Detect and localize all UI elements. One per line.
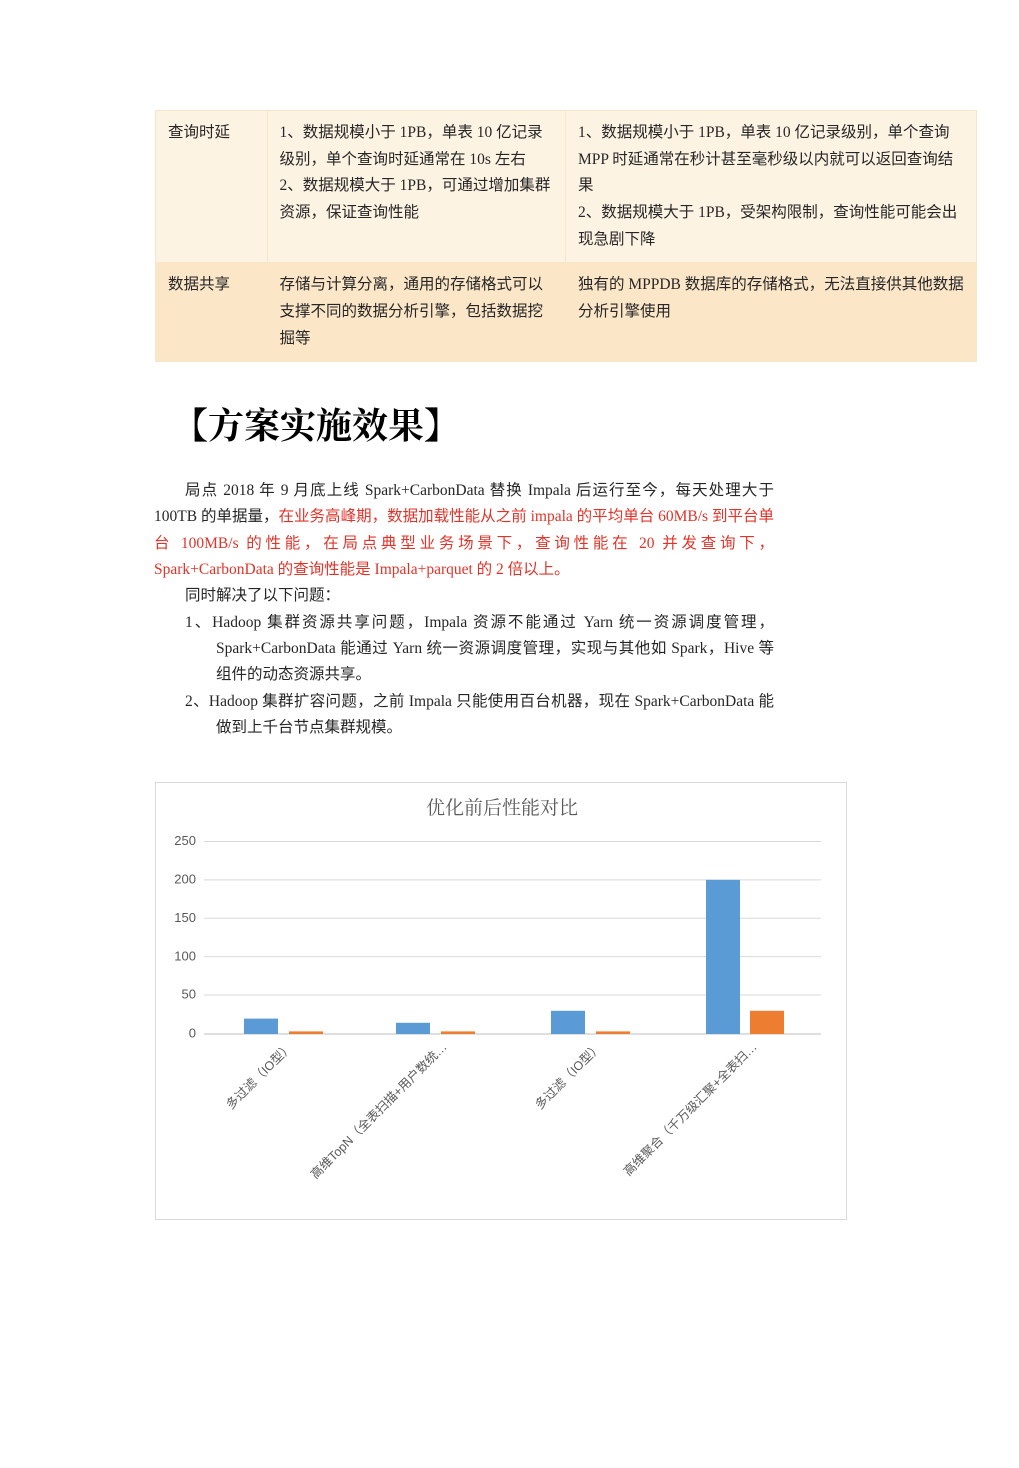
svg-text:250: 250	[174, 833, 196, 848]
svg-text:200: 200	[174, 872, 196, 887]
svg-text:0: 0	[189, 1026, 196, 1041]
svg-text:100: 100	[174, 948, 196, 963]
svg-text:150: 150	[174, 910, 196, 925]
svg-text:50: 50	[182, 987, 196, 1002]
